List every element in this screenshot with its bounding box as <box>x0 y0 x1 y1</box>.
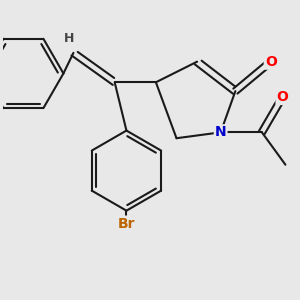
Text: O: O <box>277 90 288 104</box>
Text: H: H <box>64 32 74 45</box>
Text: N: N <box>215 125 226 139</box>
Text: Br: Br <box>118 217 135 231</box>
Text: O: O <box>265 55 277 69</box>
